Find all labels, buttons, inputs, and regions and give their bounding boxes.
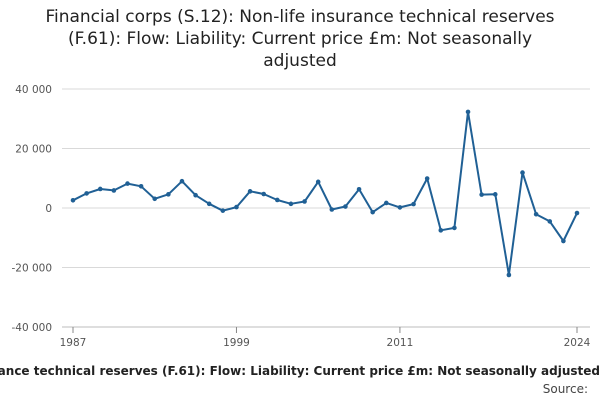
y-tick-label: -40 000 xyxy=(11,322,52,334)
data-point[interactable] xyxy=(247,189,253,194)
data-point[interactable] xyxy=(370,209,375,215)
data-point[interactable] xyxy=(315,179,321,185)
data-point[interactable] xyxy=(261,191,267,197)
data-point[interactable] xyxy=(424,176,430,181)
x-tick-label: 2024 xyxy=(564,337,591,349)
data-point[interactable] xyxy=(561,238,566,244)
y-tick-label: -20 000 xyxy=(11,263,52,275)
chart-title-line-2: (F.61): Flow: Liability: Current price £… xyxy=(67,29,533,49)
x-tick-label: 2011 xyxy=(387,337,414,349)
data-point[interactable] xyxy=(288,201,294,207)
data-point[interactable] xyxy=(520,170,525,175)
data-point[interactable] xyxy=(206,201,212,207)
data-point[interactable] xyxy=(275,197,280,203)
data-point[interactable] xyxy=(479,192,484,197)
data-point[interactable] xyxy=(302,199,307,204)
x-axis: 1987 1999 2011 2024 xyxy=(60,326,591,349)
data-point[interactable] xyxy=(84,191,89,196)
x-tick-label: 1999 xyxy=(223,337,250,349)
data-point[interactable] xyxy=(70,197,76,203)
y-tick-label: 0 xyxy=(45,203,52,215)
data-point[interactable] xyxy=(179,178,185,184)
series-line xyxy=(72,110,578,276)
data-point[interactable] xyxy=(383,200,389,206)
data-point[interactable] xyxy=(125,181,130,186)
data-point[interactable] xyxy=(356,186,362,192)
data-point[interactable] xyxy=(574,210,580,216)
data-point[interactable] xyxy=(329,207,335,212)
data-point[interactable] xyxy=(234,204,239,210)
chart-title: Financial corps (S.12): Non-life insuran… xyxy=(0,6,600,72)
x-axis-title-container: Financial corps (S.12): Non-life insuran… xyxy=(0,364,600,380)
data-point[interactable] xyxy=(343,204,348,209)
chart-title-line-1: Financial corps (S.12): Non-life insuran… xyxy=(45,7,555,27)
data-point[interactable] xyxy=(452,225,457,231)
data-point[interactable] xyxy=(111,188,117,193)
data-point[interactable] xyxy=(152,196,158,202)
data-point[interactable] xyxy=(465,109,471,115)
data-point[interactable] xyxy=(220,208,226,213)
data-point[interactable] xyxy=(166,192,171,197)
data-point[interactable] xyxy=(438,228,444,233)
data-point[interactable] xyxy=(138,183,144,189)
y-tick-label: 40 000 xyxy=(15,84,52,96)
y-axis: 40 000 20 000 0 -20 000 -40 000 xyxy=(11,84,52,334)
y-tick-label: 20 000 xyxy=(15,144,52,156)
x-tick-label: 1987 xyxy=(60,337,87,349)
series-group xyxy=(70,109,580,278)
data-point[interactable] xyxy=(533,211,539,217)
data-point[interactable] xyxy=(492,192,498,197)
data-point[interactable] xyxy=(411,201,416,207)
x-axis-title: Financial corps (S.12): Non-life insuran… xyxy=(0,364,600,378)
data-point[interactable] xyxy=(193,192,198,198)
gridlines xyxy=(62,88,590,328)
chart-title-line-3: adjusted xyxy=(263,51,337,71)
data-point[interactable] xyxy=(547,219,553,224)
data-point[interactable] xyxy=(397,205,403,210)
data-point[interactable] xyxy=(97,186,103,192)
source-label: Source: xyxy=(542,382,588,396)
data-point[interactable] xyxy=(506,272,512,278)
